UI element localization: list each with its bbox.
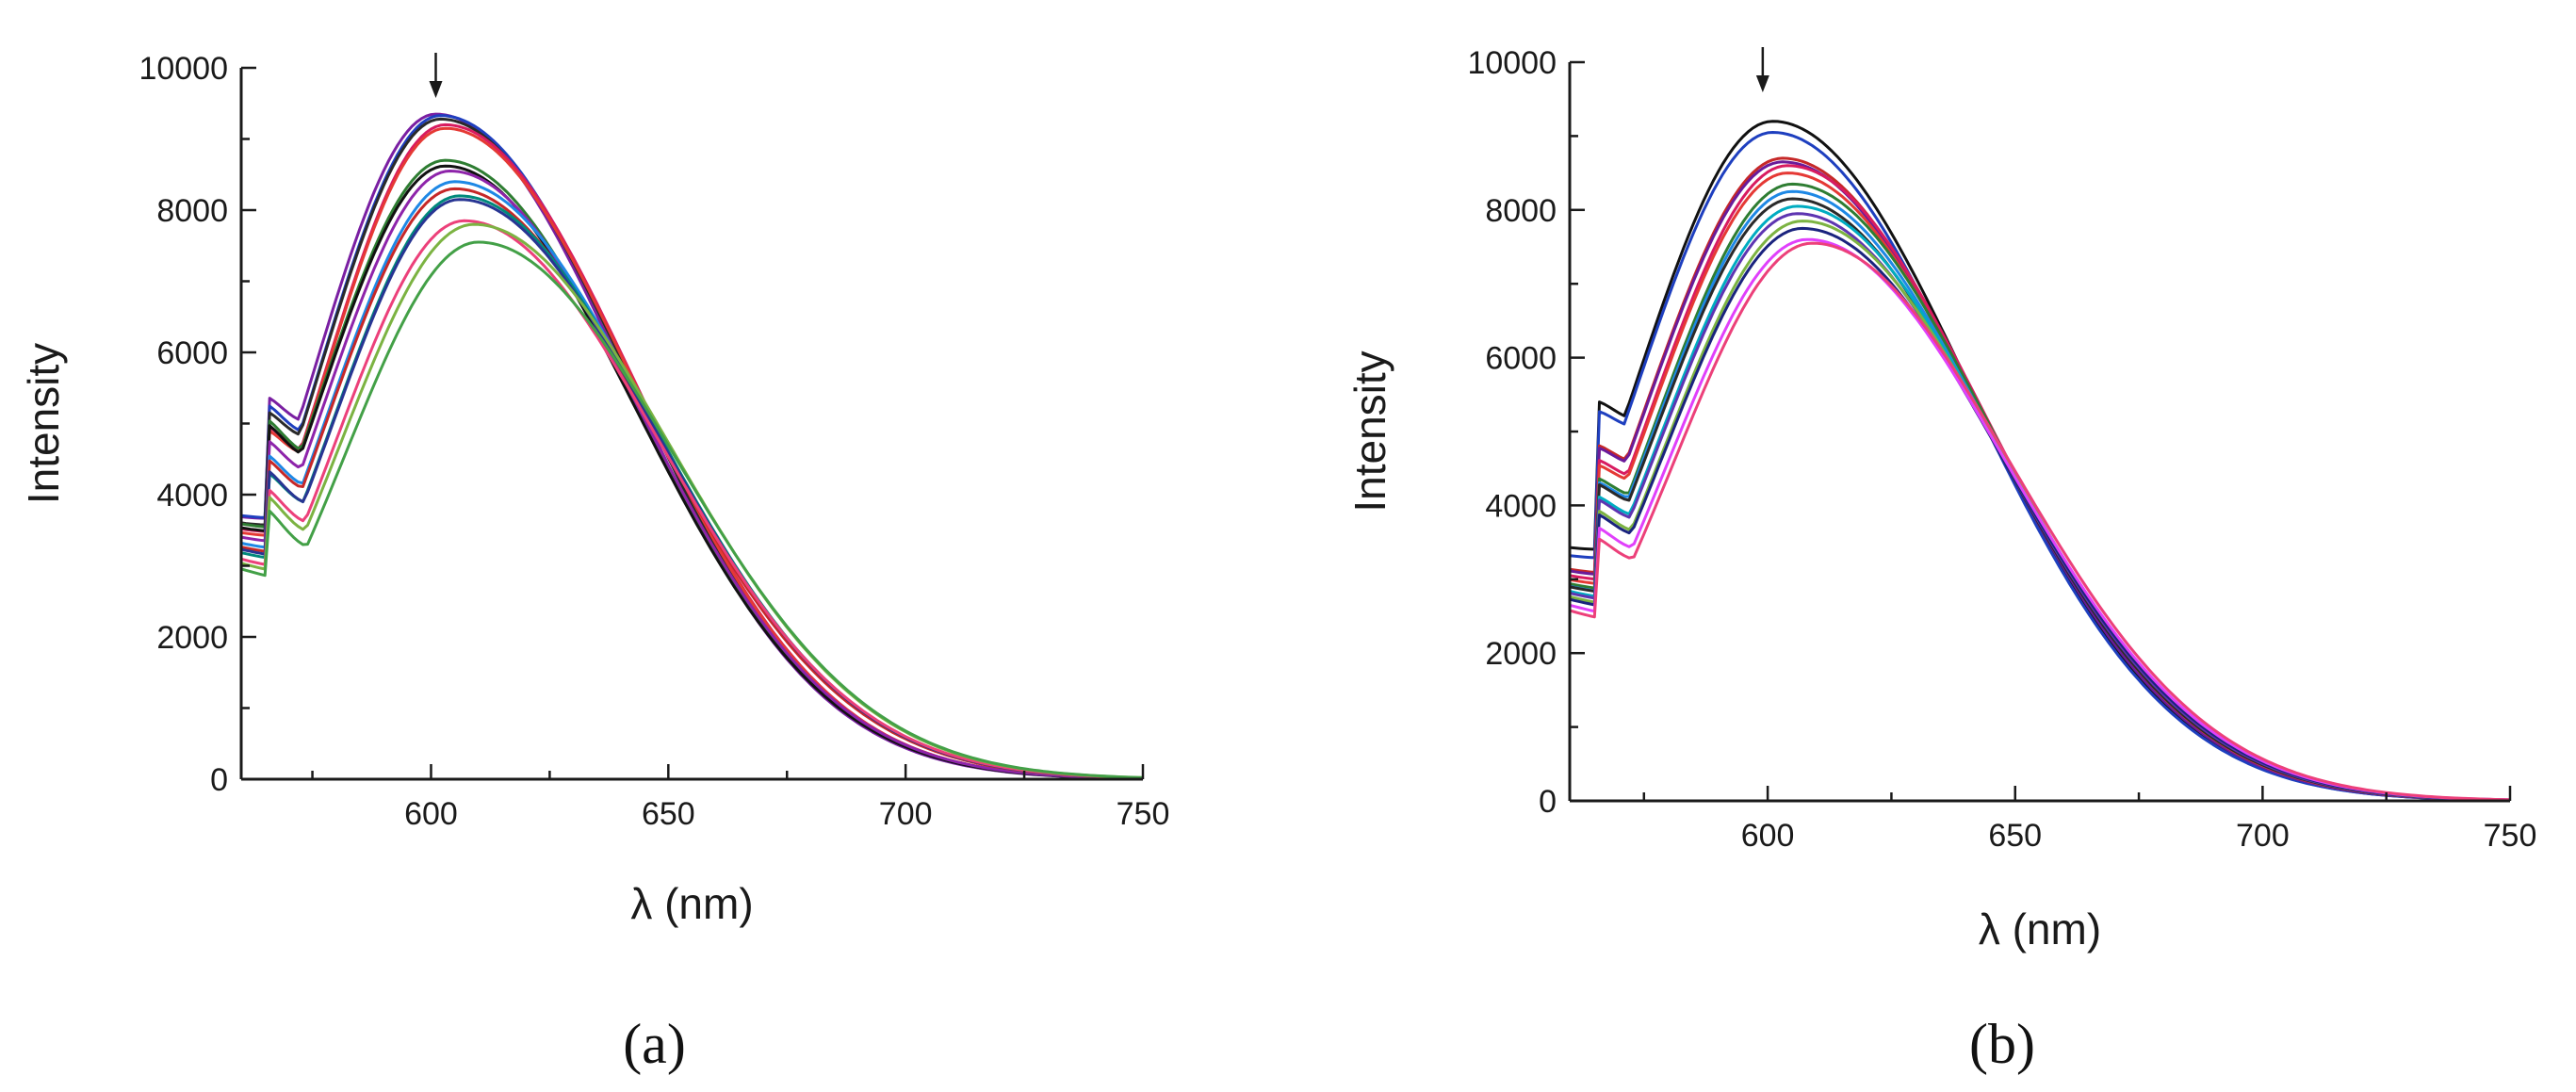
panel-a-label: (a) (623, 1013, 686, 1075)
panel-b-arrow-icon (1755, 47, 1769, 92)
panel-a-series-13 (241, 219, 1143, 779)
panel-a-y-tick-label: 10000 (139, 51, 228, 87)
panel-b-series-1 (1570, 120, 2510, 801)
panel-b-series-14 (1570, 237, 2510, 801)
panel-b-x-axis-title: λ (nm) (1979, 905, 2101, 953)
panel-a-series-5 (241, 126, 1143, 779)
panel-b-y-tick-label: 0 (1539, 784, 1557, 820)
panel-b-series-7 (1570, 182, 2510, 801)
panel-a-series-7 (241, 164, 1143, 779)
panel-a-series-1 (241, 112, 1143, 779)
panel-b-label: (b) (1969, 1013, 2035, 1075)
panel-a-y-tick-label: 4000 (156, 478, 228, 513)
panel-b-x-tick-label: 750 (2484, 818, 2537, 854)
panel-a-x-tick-label: 700 (879, 796, 933, 832)
panel-a-x-tick-label: 600 (404, 796, 458, 832)
panel-a-y-tick-label: 0 (210, 762, 228, 798)
panel-a-series-15 (241, 240, 1143, 779)
panel-a-arrow-icon (429, 53, 443, 98)
panel-b-y-tick-label: 8000 (1485, 193, 1557, 229)
panel-b-series-2 (1570, 131, 2510, 801)
panel-a-x-axis-title: λ (nm) (630, 879, 753, 928)
panel-a-x-tick-label: 750 (1117, 796, 1170, 832)
panel-b-x-tick-label: 700 (2236, 818, 2290, 854)
panel-a-y-tick-label: 6000 (156, 335, 228, 371)
panel-a-series-2 (241, 114, 1143, 779)
panel-a-series-9 (241, 180, 1143, 779)
panel-b-y-tick-label: 2000 (1485, 636, 1557, 672)
panel-b-x-tick-label: 650 (1988, 818, 2042, 854)
panel-b-series-11 (1570, 212, 2510, 801)
panel-a-x-tick-label: 650 (642, 796, 695, 832)
panel-b-y-tick-label: 4000 (1485, 488, 1557, 524)
panel-b-chart: 0 2000 4000 6000 8000 10000 600 650 700 750 Intens… (1345, 45, 2536, 1075)
panel-a-series-8 (241, 170, 1143, 779)
panel-b-series-15 (1570, 241, 2510, 801)
panel-a-series-6 (241, 158, 1143, 779)
panel-b-series-6 (1570, 171, 2510, 801)
panel-a-chart: 0 2000 4000 6000 8000 10000 600 650 700 750 Intens… (19, 51, 1169, 1075)
panel-b-x-tick-label: 600 (1741, 818, 1795, 854)
panel-a-y-tick-label: 8000 (156, 193, 228, 229)
panel-b-series-group (1570, 120, 2510, 801)
panel-b-y-axis-title: Intensity (1345, 350, 1394, 512)
panel-a-y-tick-label: 2000 (156, 620, 228, 656)
panel-a-y-axis-title: Intensity (19, 343, 68, 504)
panel-a-series-group (241, 112, 1143, 779)
panel-b-y-tick-label: 10000 (1467, 45, 1557, 81)
panel-b-y-tick-label: 6000 (1485, 341, 1557, 377)
